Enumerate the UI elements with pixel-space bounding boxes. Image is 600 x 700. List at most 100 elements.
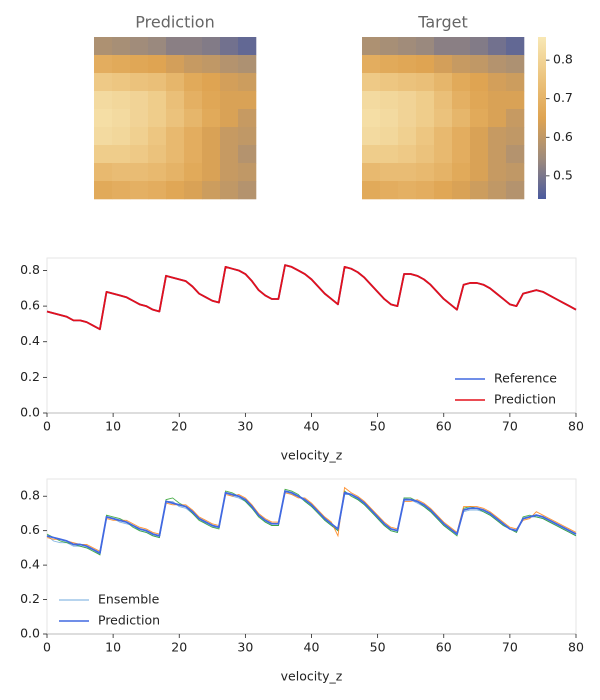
heatmap-cell [130,91,149,110]
heatmap-cell [488,127,507,146]
heatmap-cell [184,91,203,110]
heatmap-cell [470,181,489,200]
heatmap-cell [238,163,257,182]
heatmap-cell [94,55,113,74]
x-tick-label: 80 [568,640,584,655]
heatmap-cell [202,91,221,110]
heatmap-cell [452,145,471,164]
heatmap-cell [112,91,131,110]
heatmap-cell [112,145,131,164]
heatmap-cell [452,109,471,128]
heatmap-cell [166,145,185,164]
heatmap-cell [398,37,417,56]
heatmap-cell [202,37,221,56]
heatmap-cell [380,127,399,146]
heatmap-cell [94,91,113,110]
heatmap-cell [488,145,507,164]
x-tick-label: 20 [171,419,187,434]
heatmap-cell [416,181,435,200]
heatmap-cell [130,55,149,74]
heatmap-cell [112,181,131,200]
y-tick-label: 0.6 [20,298,40,313]
heatmap-cell [130,73,149,92]
heatmap-cell [398,109,417,128]
heatmap-cell [184,181,203,200]
series-line [46,490,577,554]
heatmap-cell [416,163,435,182]
heatmap-cell [238,181,257,200]
heatmap-cell [434,163,453,182]
ensemble-line [46,488,577,556]
heatmap-cell [506,127,525,146]
heatmap-cell [130,163,149,182]
heatmap-cell [380,55,399,74]
heatmap-cell [434,181,453,200]
heatmap-cell [220,181,239,200]
x-tick-label: 60 [436,419,452,434]
heatmap-cell [380,91,399,110]
heatmap-cell [452,73,471,92]
heatmap-cell [148,55,167,74]
legend-label: Ensemble [98,592,160,607]
heatmap-cell [362,127,381,146]
heatmap-cell [112,55,131,74]
heatmap-cell [434,127,453,146]
heatmap-cell [166,109,185,128]
heatmap-cell [470,109,489,128]
heatmap-cell [166,181,185,200]
heatmap-cell [506,181,525,200]
heatmap-cell [94,37,113,56]
heatmap-cell [130,127,149,146]
heatmap-cell [470,55,489,74]
colorbar-tick-label: 0.6 [553,129,573,144]
colorbar-tick-label: 0.7 [553,90,573,105]
heatmap-cell [470,37,489,56]
heatmap-cell [398,73,417,92]
heatmap-cell [130,181,149,200]
heatmap-cell [506,109,525,128]
heatmap-cell [166,73,185,92]
heatmap-cell [238,55,257,74]
heatmap-cell [506,73,525,92]
heatmap-cell [148,181,167,200]
heatmap-cell [506,163,525,182]
heatmap-cell [416,127,435,146]
y-tick-label: 0.8 [20,262,40,277]
heatmap-cell [94,109,113,128]
heatmap-cell [166,37,185,56]
heatmap-cell [166,91,185,110]
heatmap-cell [112,109,131,128]
heatmap-cell [202,145,221,164]
heatmap-cell [166,163,185,182]
x-tick-label: 10 [105,419,121,434]
heatmap-cell [202,181,221,200]
heatmap-cell [202,109,221,128]
heatmap-cell [380,145,399,164]
heatmap-cell [220,127,239,146]
heatmap-cell [380,109,399,128]
heatmap-cell [148,109,167,128]
heatmap-cell [94,163,113,182]
heatmap-cell [416,91,435,110]
heatmap-cell [130,37,149,56]
heatmap-cell [130,109,149,128]
heatmap-cell [452,163,471,182]
heatmap-cell [130,145,149,164]
heatmap-cell [184,163,203,182]
heatmap-cell [470,163,489,182]
heatmap-cell [166,55,185,74]
heatmap-cell [380,73,399,92]
y-tick-label: 0.0 [20,626,40,641]
heatmap-cell [470,127,489,146]
heatmap-cell [434,37,453,56]
heatmap-cell [470,91,489,110]
y-tick-label: 0.2 [20,369,40,384]
x-tick-label: 70 [502,640,518,655]
heatmap-cell [488,91,507,110]
heatmap-cell [416,37,435,56]
heatmap-cell [148,145,167,164]
heatmap-cell [362,163,381,182]
ensemble-line [46,486,577,553]
heatmap-cell [362,109,381,128]
heatmap-cell [434,91,453,110]
